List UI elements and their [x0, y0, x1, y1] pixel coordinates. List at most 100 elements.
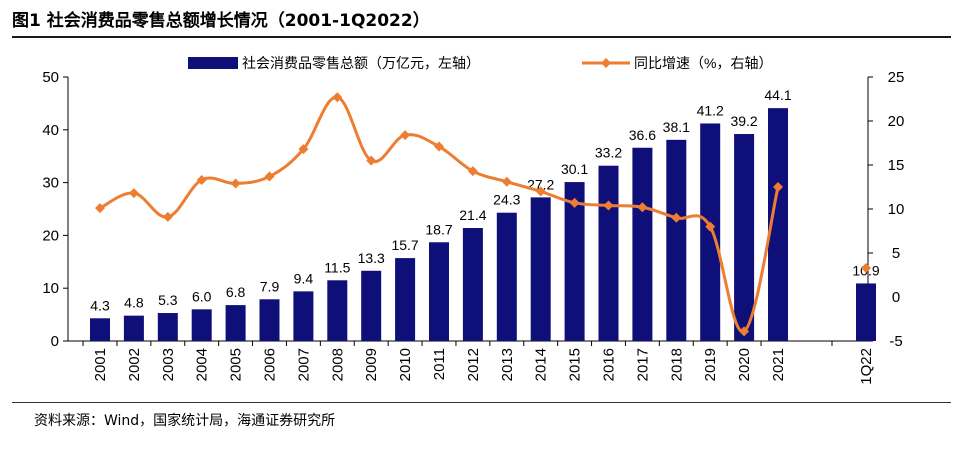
bar — [327, 280, 348, 341]
bar-value-label: 15.7 — [391, 237, 418, 253]
x-tick-label: 2002 — [126, 348, 143, 381]
bar — [496, 212, 517, 341]
right-tick-label: 20 — [888, 113, 905, 130]
growth-marker — [400, 130, 411, 141]
growth-marker — [264, 171, 275, 182]
bar-value-label: 24.3 — [493, 192, 520, 208]
x-tick-label: 2014 — [533, 348, 550, 381]
bar — [191, 309, 212, 341]
bar — [666, 139, 687, 341]
x-tick-label: 2011 — [431, 348, 448, 380]
bar — [90, 318, 110, 341]
bar-value-label: 36.6 — [629, 127, 656, 143]
growth-marker — [603, 200, 614, 211]
bar-value-label: 4.8 — [124, 295, 144, 311]
growth-marker — [637, 202, 648, 213]
source-note: 资料来源：Wind，国家统计局，海通证券研究所 — [34, 413, 336, 429]
x-tick-label: 2020 — [736, 348, 753, 381]
left-tick-label: 40 — [42, 122, 59, 139]
x-tick-label: 2001 — [92, 348, 109, 381]
growth-marker — [705, 221, 716, 232]
left-tick-label: 20 — [42, 227, 59, 244]
bar-value-label: 38.1 — [663, 119, 690, 135]
bar-value-label: 39.2 — [730, 113, 757, 129]
bar-value-label: 11.5 — [324, 259, 350, 275]
right-tick-label: 0 — [892, 289, 900, 306]
legend: 社会消费品零售总额（万亿元，左轴） 同比增速（%，右轴） — [188, 55, 772, 71]
legend-swatch-marker — [601, 58, 611, 68]
left-tick-label: 50 — [42, 69, 59, 86]
growth-marker — [861, 262, 871, 273]
x-tick-label: 2015 — [567, 348, 584, 381]
bar-value-label: 18.7 — [425, 221, 452, 237]
growth-marker — [128, 188, 139, 199]
bar — [734, 134, 755, 341]
left-tick-label: 30 — [42, 175, 59, 192]
x-tick-label: 2005 — [228, 348, 245, 381]
x-labels: 2001 2002 2003 2004 2005 2006 2007 2008 2009 2010… — [92, 348, 875, 385]
bar — [856, 283, 876, 341]
chart: 社会消费品零售总额（万亿元，左轴） 同比增速（%，右轴） 01020304050… — [42, 55, 905, 385]
bar — [361, 270, 382, 341]
bar-labels: 4.3 4.8 5.3 6.0 6.8 7.9 9.4 11.5 13.3 15.7 18.7 21.… — [90, 87, 880, 313]
right-tick-label: 15 — [888, 157, 905, 174]
x-tick-label: 1Q22 — [858, 348, 875, 385]
bar — [293, 291, 314, 341]
bar — [598, 165, 619, 341]
growth-marker — [162, 211, 173, 222]
growth-marker — [366, 155, 377, 166]
growth-marker — [467, 166, 478, 177]
x-tick-label: 2013 — [499, 348, 516, 381]
bar — [259, 299, 280, 341]
figure-title: 图1 社会消费品零售总额增长情况（2001-1Q2022） — [12, 11, 430, 31]
bar — [225, 305, 246, 341]
x-tick-label: 2003 — [160, 348, 177, 381]
bar — [429, 242, 449, 341]
bar-value-label: 33.2 — [595, 145, 622, 161]
source-rule — [12, 402, 951, 403]
legend-label-bar: 社会消费品零售总额（万亿元，左轴） — [242, 55, 480, 71]
bar-value-label: 6.8 — [226, 284, 246, 300]
x-tick-label: 2012 — [465, 348, 482, 381]
growth-marker — [95, 203, 105, 214]
bar-value-label: 9.4 — [294, 270, 314, 286]
bar-value-label: 7.9 — [260, 278, 280, 294]
bar-value-label: 5.3 — [158, 292, 178, 308]
title-rule — [12, 36, 951, 38]
growth-marker — [671, 212, 682, 223]
growth-marker — [739, 326, 750, 337]
growth-marker — [569, 197, 580, 208]
x-tick-label: 2021 — [770, 348, 787, 381]
line-series — [95, 92, 871, 337]
bar — [700, 123, 721, 342]
x-tick-label: 2019 — [702, 348, 719, 381]
legend-label-line: 同比增速（%，右轴） — [634, 55, 772, 71]
growth-marker — [535, 186, 546, 197]
growth-marker — [773, 182, 783, 192]
growth-marker — [230, 178, 241, 189]
x-tick-label: 2006 — [262, 348, 279, 381]
growth-marker — [434, 141, 444, 152]
bar — [157, 313, 178, 341]
bar-value-label: 41.2 — [697, 102, 724, 118]
left-tick-label: 10 — [42, 280, 59, 297]
x-tick-label: 2007 — [295, 348, 312, 381]
bar-value-label: 6.0 — [192, 288, 212, 304]
left-tick-label: 0 — [51, 333, 59, 350]
x-tick-label: 2009 — [363, 348, 380, 381]
right-tick-label: 5 — [892, 245, 900, 262]
bar-value-label: 44.1 — [764, 87, 791, 103]
right-tick-label: 10 — [888, 201, 905, 218]
x-tick-label: 2017 — [634, 348, 651, 381]
bars — [90, 108, 876, 342]
x-tick-label: 2016 — [601, 348, 618, 381]
growth-marker — [332, 92, 343, 103]
bar-value-label: 13.3 — [358, 250, 385, 266]
x-tick-label: 2018 — [668, 348, 685, 381]
bar-value-label: 30.1 — [561, 161, 588, 177]
growth-marker — [298, 144, 309, 155]
x-tick-label: 2004 — [194, 348, 211, 381]
bar-value-label: 4.3 — [90, 297, 110, 313]
bar — [564, 182, 585, 341]
right-tick-label: -5 — [889, 333, 902, 350]
